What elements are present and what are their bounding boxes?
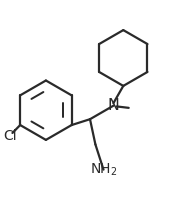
Text: NH$_2$: NH$_2$ [90,161,117,178]
Text: Cl: Cl [3,129,17,143]
Text: N: N [107,98,119,113]
